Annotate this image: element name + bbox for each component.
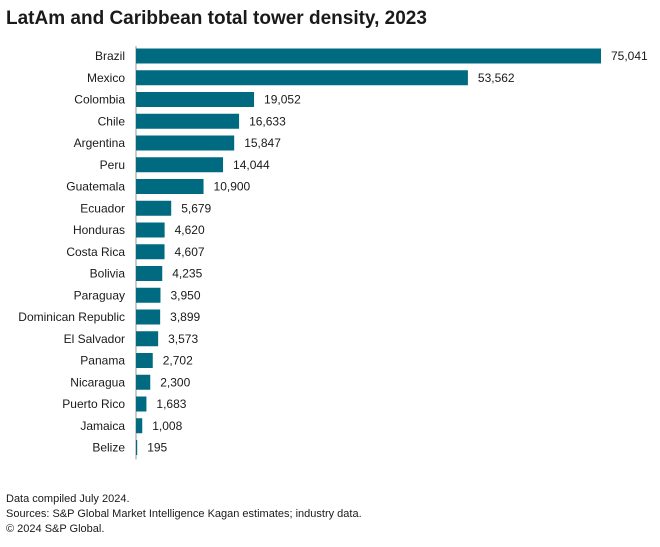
category-label: Panama bbox=[80, 354, 125, 368]
footer-copyright: © 2024 S&P Global. bbox=[6, 523, 105, 535]
category-label: Puerto Rico bbox=[62, 397, 125, 411]
bar bbox=[136, 440, 138, 455]
bar bbox=[136, 287, 161, 303]
category-label: Costa Rica bbox=[66, 245, 125, 259]
bar-chart: Brazil 75,041 Mexico 53,562 Colombia 19,052 Ch… bbox=[18, 46, 648, 460]
category-label: Nicaragua bbox=[70, 375, 125, 389]
category-label: Brazil bbox=[95, 49, 125, 63]
chart-title: LatAm and Caribbean total tower density,… bbox=[6, 8, 427, 29]
data-label: 3,950 bbox=[170, 288, 200, 302]
data-label: 2,300 bbox=[160, 375, 190, 389]
data-label: 75,041 bbox=[611, 49, 648, 63]
data-label: 1,008 bbox=[152, 419, 182, 433]
bar bbox=[136, 200, 172, 216]
category-label: Mexico bbox=[87, 71, 125, 85]
bar bbox=[136, 353, 153, 368]
data-label: 195 bbox=[147, 441, 167, 455]
category-label: Jamaica bbox=[80, 419, 125, 433]
category-label: Guatemala bbox=[66, 180, 125, 194]
footer-sources: Sources: S&P Global Market Intelligence … bbox=[6, 508, 362, 520]
bar bbox=[136, 48, 601, 64]
category-label: Peru bbox=[100, 158, 125, 172]
category-label: Colombia bbox=[74, 93, 125, 107]
data-label: 15,847 bbox=[244, 136, 281, 150]
bar bbox=[136, 244, 165, 260]
category-label: Belize bbox=[92, 441, 125, 455]
bar bbox=[136, 179, 204, 194]
data-label: 14,044 bbox=[233, 158, 270, 172]
data-label: 10,900 bbox=[214, 180, 251, 194]
category-label: Bolivia bbox=[90, 267, 126, 281]
data-label: 16,633 bbox=[249, 114, 286, 128]
category-label: Paraguay bbox=[74, 288, 125, 302]
data-label: 53,562 bbox=[478, 71, 515, 85]
data-label: 5,679 bbox=[181, 201, 211, 215]
data-label: 4,607 bbox=[175, 245, 205, 259]
bar bbox=[136, 113, 240, 129]
bar bbox=[136, 374, 151, 390]
data-label: 4,235 bbox=[172, 267, 202, 281]
data-label: 3,573 bbox=[168, 332, 198, 346]
category-label: Ecuador bbox=[80, 201, 125, 215]
bar bbox=[136, 92, 255, 107]
data-label: 4,620 bbox=[175, 223, 205, 237]
footer-note: Data compiled July 2024. bbox=[6, 493, 130, 505]
bar bbox=[136, 70, 468, 86]
data-label: 3,899 bbox=[170, 310, 200, 324]
data-label: 19,052 bbox=[264, 93, 301, 107]
bar bbox=[136, 266, 163, 281]
category-label: Dominican Republic bbox=[18, 310, 125, 324]
category-label: Argentina bbox=[74, 136, 126, 150]
data-label: 1,683 bbox=[156, 397, 186, 411]
bar bbox=[136, 222, 165, 238]
category-label: El Salvador bbox=[64, 332, 125, 346]
bar bbox=[136, 396, 147, 412]
bar bbox=[136, 309, 161, 325]
category-label: Honduras bbox=[73, 223, 125, 237]
bar bbox=[136, 135, 235, 151]
category-label: Chile bbox=[98, 114, 126, 128]
bar bbox=[136, 331, 159, 347]
data-label: 2,702 bbox=[163, 354, 193, 368]
chart-footer: Data compiled July 2024. Sources: S&P Gl… bbox=[6, 492, 362, 537]
bar bbox=[136, 418, 143, 434]
bar bbox=[136, 157, 224, 173]
